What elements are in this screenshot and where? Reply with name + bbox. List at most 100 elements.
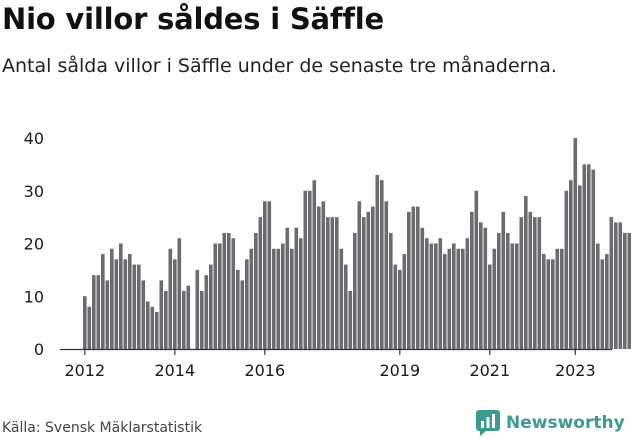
y-tick-label: 10: [24, 287, 44, 306]
bar: [447, 248, 452, 349]
bar: [222, 232, 227, 349]
bar: [407, 211, 411, 349]
bar: [150, 306, 155, 349]
brand-name: Newsworthy: [506, 413, 625, 433]
bar: [209, 264, 213, 349]
bar: [461, 248, 465, 349]
bar: [456, 248, 461, 349]
newsworthy-logo-icon: [476, 410, 500, 436]
bar: [101, 254, 105, 349]
bar: [128, 254, 132, 349]
bar: [312, 180, 317, 349]
bar: [146, 301, 150, 349]
bar: [330, 217, 335, 350]
bar: [366, 211, 371, 349]
bar: [290, 248, 294, 349]
bar: [114, 259, 119, 349]
bar: [173, 259, 177, 349]
bar: [434, 243, 438, 349]
bar: [384, 201, 389, 349]
bar: [573, 138, 578, 349]
bar: [420, 227, 425, 349]
bar: [281, 243, 285, 349]
bar: [497, 232, 501, 349]
bar: [591, 169, 596, 349]
y-tick-label: 20: [24, 235, 44, 254]
bar: [227, 232, 231, 349]
bars: [83, 138, 631, 350]
bar: [596, 243, 600, 349]
bar: [357, 201, 362, 349]
bar: [506, 232, 510, 349]
bar: [231, 238, 236, 349]
bar: [123, 259, 128, 349]
bar: [168, 248, 173, 349]
bar: [87, 306, 92, 349]
bar: [398, 269, 402, 350]
bar: [402, 254, 407, 349]
bar: [105, 280, 110, 349]
bar: [465, 238, 470, 349]
bar: [344, 264, 348, 349]
bar: [555, 248, 560, 349]
bar: [249, 248, 254, 349]
bar: [308, 190, 312, 349]
bar: [627, 232, 631, 349]
bar: [483, 227, 488, 349]
bar: [582, 164, 587, 350]
bar: [528, 211, 533, 349]
y-axis: 0 10 20 30 40: [24, 129, 44, 359]
bar: [614, 222, 618, 349]
bar: [276, 248, 281, 349]
y-tick-label: 30: [24, 182, 44, 201]
bar: [285, 227, 290, 349]
y-tick-label: 0: [34, 340, 44, 359]
bar: [132, 264, 137, 349]
bar: [240, 280, 245, 349]
bar: [537, 217, 542, 350]
bar: [317, 206, 321, 349]
bar: [542, 254, 546, 349]
bar: [623, 232, 627, 349]
bar: [546, 259, 551, 349]
newsworthy-logo: Newsworthy: [476, 408, 625, 438]
bar: [267, 201, 272, 349]
bar: [519, 217, 524, 350]
bar: [204, 275, 209, 349]
bar: [159, 280, 164, 349]
x-tick-label: 2016: [244, 361, 285, 380]
bar: [141, 280, 146, 349]
bar: [380, 180, 384, 349]
bar: [389, 232, 393, 349]
bar: [263, 201, 267, 349]
bar: [362, 217, 366, 350]
bar: [200, 290, 204, 349]
bar: [411, 206, 416, 349]
bar: [587, 164, 591, 350]
bar: [272, 248, 276, 349]
bar: [560, 248, 564, 349]
y-tick-label: 40: [24, 129, 44, 148]
bar: [569, 180, 573, 349]
bar: [488, 264, 492, 349]
bar: [236, 269, 240, 350]
bar: [164, 290, 168, 349]
bar: [177, 238, 182, 349]
bar: [339, 248, 344, 349]
bar: [186, 285, 191, 349]
bar: [294, 227, 299, 349]
x-tick-label: 2014: [154, 361, 195, 380]
bar: [92, 275, 96, 349]
bar: [600, 259, 605, 349]
bar: [326, 217, 330, 350]
bar: [258, 217, 263, 350]
bar: [375, 174, 380, 349]
bar: [110, 248, 114, 349]
bar: [533, 217, 537, 350]
bar: [425, 238, 429, 349]
bar: [492, 248, 497, 349]
bar: [578, 185, 582, 349]
bar: [182, 290, 186, 349]
bar: [371, 206, 375, 349]
